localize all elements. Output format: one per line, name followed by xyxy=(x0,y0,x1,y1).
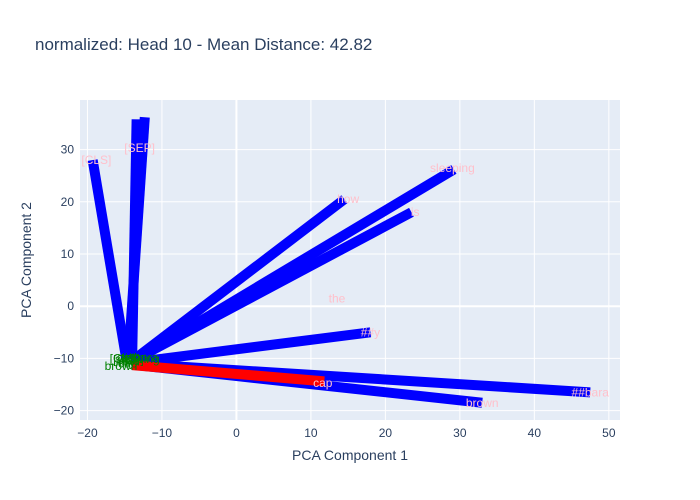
source-token-label: ##y xyxy=(116,356,135,370)
y-tick-label: 30 xyxy=(61,143,75,157)
attention-line xyxy=(129,195,348,365)
attention-line xyxy=(131,360,325,387)
y-tick-label: 20 xyxy=(61,195,75,209)
gridlines xyxy=(80,100,620,420)
attention-line xyxy=(131,327,372,368)
source-token-label: sleeping xyxy=(115,352,160,366)
x-tick-label: −10 xyxy=(152,426,173,440)
target-token-label: [CLS] xyxy=(81,153,111,167)
attention-line xyxy=(131,165,457,366)
x-tick-labels: −20 −10 0 10 20 30 40 50 xyxy=(77,426,616,440)
target-token-label: brown xyxy=(466,396,499,410)
chart-title: normalized: Head 10 - Mean Distance: 42.… xyxy=(35,35,372,54)
y-axis-title: PCA Component 2 xyxy=(18,202,34,318)
source-token-label: brown xyxy=(105,359,138,373)
x-tick-label: 30 xyxy=(453,426,467,440)
target-token-label: ##bara xyxy=(572,385,610,399)
target-token-label: sleeping xyxy=(430,161,475,175)
x-tick-label: 10 xyxy=(304,426,318,440)
y-tick-label: 10 xyxy=(61,247,75,261)
target-token-label: ##y xyxy=(361,325,380,339)
target-token-label: how xyxy=(337,192,359,206)
attention-line xyxy=(87,159,132,360)
target-token-label: cap xyxy=(313,376,333,390)
source-token-label: how xyxy=(121,351,143,365)
source-token-label: [CLS] xyxy=(110,351,140,365)
y-tick-labels: −20 −10 0 10 20 30 xyxy=(54,143,75,418)
x-axis-title: PCA Component 1 xyxy=(292,447,408,463)
attention-line xyxy=(127,119,142,360)
attention-lines xyxy=(87,116,591,408)
source-token-label: is xyxy=(122,355,131,369)
source-token-label: ##bara xyxy=(121,350,159,364)
target-token-label: is xyxy=(411,205,420,219)
source-token-label: cap xyxy=(118,357,138,371)
source-token-labels: [CLS][SEP]howisthebrowncap##y##barasleep… xyxy=(105,350,160,373)
x-tick-label: 20 xyxy=(379,426,393,440)
x-tick-label: 50 xyxy=(602,426,616,440)
y-tick-label: −10 xyxy=(54,351,75,365)
x-tick-label: −20 xyxy=(77,426,98,440)
target-token-label: [SEP] xyxy=(124,141,155,155)
y-tick-label: −20 xyxy=(54,404,75,418)
x-tick-label: 0 xyxy=(233,426,240,440)
y-tick-label: 0 xyxy=(67,299,74,313)
x-tick-label: 40 xyxy=(528,426,542,440)
source-token-label: [SEP] xyxy=(113,352,144,366)
target-token-label: the xyxy=(329,291,346,305)
source-token-label: the xyxy=(122,353,139,367)
target-token-labels: [CLS][SEP]howissleepingthe##ycap##barabr… xyxy=(81,141,609,410)
